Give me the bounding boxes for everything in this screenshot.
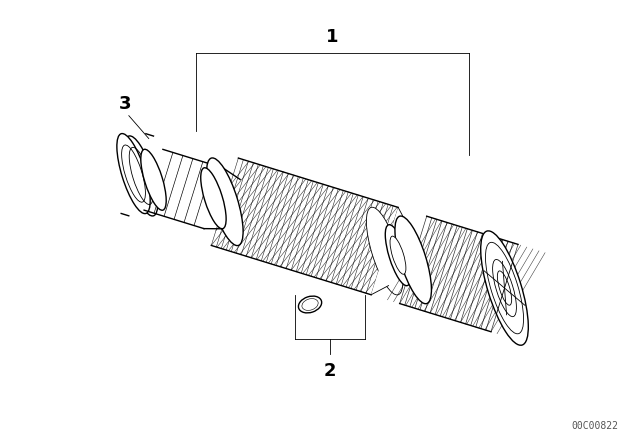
Polygon shape: [371, 207, 408, 295]
Text: 3: 3: [118, 95, 131, 113]
Ellipse shape: [201, 168, 226, 229]
Ellipse shape: [141, 149, 166, 210]
Ellipse shape: [390, 236, 406, 274]
Text: 1: 1: [326, 28, 339, 46]
Ellipse shape: [367, 207, 403, 295]
Ellipse shape: [298, 296, 322, 313]
Ellipse shape: [203, 173, 224, 223]
Ellipse shape: [395, 216, 431, 304]
Polygon shape: [121, 134, 154, 216]
Polygon shape: [211, 158, 398, 295]
Ellipse shape: [207, 158, 243, 246]
Ellipse shape: [117, 134, 150, 214]
Text: 00C00822: 00C00822: [572, 421, 619, 431]
Ellipse shape: [302, 299, 318, 310]
Ellipse shape: [486, 242, 524, 334]
Ellipse shape: [385, 225, 411, 286]
Ellipse shape: [481, 231, 528, 345]
Polygon shape: [399, 216, 518, 332]
Polygon shape: [204, 168, 240, 229]
Text: 2: 2: [324, 362, 336, 380]
Ellipse shape: [124, 136, 158, 216]
Polygon shape: [144, 149, 223, 228]
